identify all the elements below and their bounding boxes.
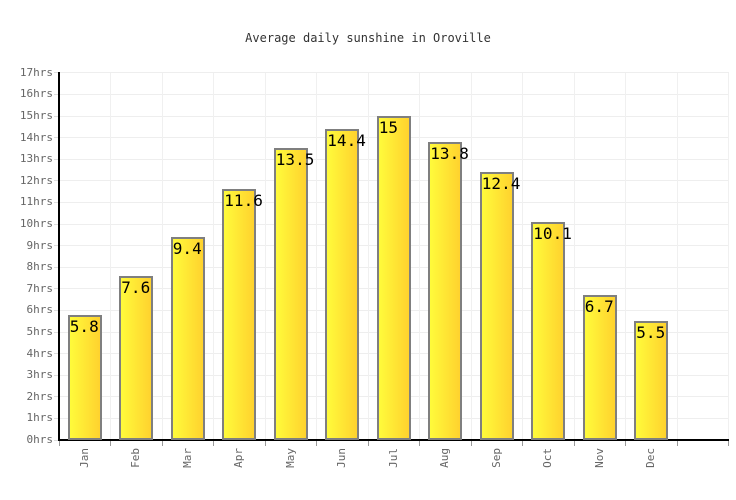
x-axis-label: Feb xyxy=(129,448,143,468)
x-axis-tick xyxy=(58,441,60,446)
y-axis-label: 17hrs xyxy=(19,65,53,79)
bar-aug: 13.8 xyxy=(428,141,469,440)
y-axis-label: 0hrs xyxy=(26,433,54,446)
y-axis-line xyxy=(58,71,60,440)
x-gridline xyxy=(264,72,266,440)
bar-oct: 10.1 xyxy=(531,221,572,440)
y-axis-tick xyxy=(54,266,58,268)
y-gridline xyxy=(59,93,729,95)
x-gridline xyxy=(110,72,111,440)
x-axis-tick xyxy=(161,441,163,446)
bar-may: 13.5 xyxy=(273,148,314,440)
y-axis-tick xyxy=(54,93,58,95)
bar-nov: 6.7 xyxy=(582,295,617,440)
x-axis-label: Oct xyxy=(541,448,555,468)
x-axis-label: Nov xyxy=(592,448,606,468)
x-axis-tick xyxy=(367,441,369,446)
y-axis-label: 15hrs xyxy=(19,109,53,122)
x-axis-tick xyxy=(419,441,420,446)
x-axis-tick xyxy=(316,441,317,446)
y-axis-tick xyxy=(54,245,58,247)
x-axis-line xyxy=(58,439,729,441)
y-axis-label: 16hrs xyxy=(19,87,53,101)
bar-apr: 11.6 xyxy=(222,189,263,440)
y-axis-label: 11hrs xyxy=(19,195,53,209)
y-axis-label: 1hrs xyxy=(26,411,54,425)
x-axis-tick xyxy=(522,441,523,446)
x-axis-label: Mar xyxy=(180,448,194,468)
chart-title: Average daily sunshine in Oroville xyxy=(245,31,491,45)
y-axis-label: 2hrs xyxy=(26,389,54,403)
x-axis-tick xyxy=(264,441,266,446)
x-gridline xyxy=(213,72,214,440)
x-axis-label: Jul xyxy=(386,448,400,468)
x-gridline xyxy=(470,72,472,440)
y-axis-label: 6hrs xyxy=(26,303,54,317)
x-axis-label: Apr xyxy=(232,448,246,468)
bar-jun: 14.4 xyxy=(325,129,366,440)
y-axis-tick xyxy=(54,158,58,160)
y-axis-tick xyxy=(54,223,58,225)
y-axis-tick xyxy=(54,353,58,355)
y-axis-tick xyxy=(54,180,58,182)
y-axis-label: 7hrs xyxy=(26,281,54,295)
y-axis-tick xyxy=(54,331,58,333)
bar-mar: 9.4 xyxy=(170,237,205,440)
y-axis-tick xyxy=(54,309,58,311)
y-axis-tick xyxy=(54,288,58,290)
y-axis-label: 4hrs xyxy=(26,346,54,360)
x-gridline xyxy=(625,72,626,440)
y-axis-label: 3hrs xyxy=(26,368,54,382)
y-axis-tick xyxy=(54,439,58,441)
x-gridline xyxy=(161,72,163,440)
y-axis-label: 14hrs xyxy=(19,130,53,144)
x-axis-label: Jan xyxy=(77,448,91,468)
x-gridline xyxy=(367,72,369,440)
y-axis-label: 10hrs xyxy=(19,217,53,230)
x-axis-tick xyxy=(110,441,111,446)
bar-feb: 7.6 xyxy=(119,275,154,440)
y-axis-label: 13hrs xyxy=(19,152,53,166)
x-axis-label: May xyxy=(283,448,297,468)
x-axis-tick xyxy=(676,441,678,446)
y-axis-label: 5hrs xyxy=(26,325,54,338)
x-gridline xyxy=(676,72,678,440)
bar-jul: 15 xyxy=(376,116,411,440)
y-axis-tick xyxy=(54,374,58,376)
x-gridline xyxy=(728,72,729,440)
y-axis-tick xyxy=(54,137,58,139)
x-gridline xyxy=(573,72,575,440)
x-axis-tick xyxy=(625,441,626,446)
x-axis-tick xyxy=(728,441,729,446)
x-axis-label: Jun xyxy=(335,448,349,468)
y-axis-tick xyxy=(54,115,58,117)
y-axis-label: 8hrs xyxy=(26,260,54,274)
y-axis-tick xyxy=(54,417,58,419)
y-axis-label: 9hrs xyxy=(26,238,54,252)
x-axis-tick xyxy=(213,441,214,446)
bar-jan: 5.8 xyxy=(67,314,102,440)
x-gridline xyxy=(522,72,523,440)
x-gridline xyxy=(316,72,317,440)
y-axis-tick xyxy=(54,72,58,74)
x-axis-label: Aug xyxy=(438,448,452,468)
bar-dec: 5.5 xyxy=(634,321,669,440)
y-axis-tick xyxy=(54,201,58,203)
x-axis-tick xyxy=(573,441,575,446)
y-gridline xyxy=(59,72,729,74)
x-axis-tick xyxy=(470,441,472,446)
x-axis-label: Dec xyxy=(644,448,658,468)
x-gridline xyxy=(419,72,420,440)
y-axis-tick xyxy=(54,396,58,398)
y-axis-label: 12hrs xyxy=(19,173,53,187)
x-axis-label: Sep xyxy=(489,448,503,468)
bar-sep: 12.4 xyxy=(479,172,520,440)
